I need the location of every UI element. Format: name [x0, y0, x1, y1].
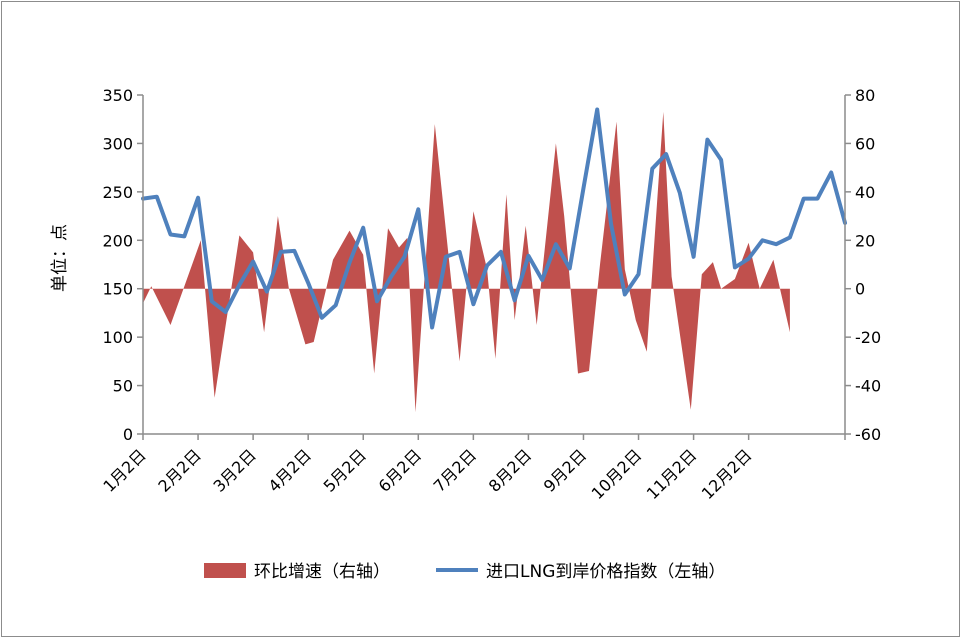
- x-tick-label: 11月2日: [643, 445, 701, 503]
- y-left-tick-label: 300: [102, 134, 133, 153]
- y-right-tick-label: 60: [855, 134, 875, 153]
- line-series-path: [141, 107, 847, 330]
- y-left-tick-label: 350: [102, 86, 133, 105]
- x-tick-label: 5月2日: [320, 445, 370, 495]
- y-right-tick-label: -40: [855, 377, 881, 396]
- y-right-tick-label: -60: [855, 425, 881, 444]
- x-tick-label: 7月2日: [430, 445, 480, 495]
- x-tick-label: 12月2日: [698, 445, 756, 503]
- legend-swatch-area: [204, 563, 246, 578]
- y-right-tick-label: 0: [855, 280, 865, 299]
- y-right-tick-label: -20: [855, 328, 881, 347]
- x-tick-label: 3月2日: [209, 445, 259, 495]
- area-series-layer: [143, 111, 790, 413]
- x-tick-label: 6月2日: [375, 445, 425, 495]
- area-series-fill: [143, 111, 790, 413]
- legend: 环比增速（右轴） 进口LNG到岸价格指数（左轴）: [204, 562, 725, 582]
- x-tick-label: 10月2日: [588, 445, 646, 503]
- x-tick-label: 1月2日: [99, 445, 149, 495]
- y-right-tick-label: 80: [855, 86, 875, 105]
- y-right-tick-label: 40: [855, 183, 875, 202]
- y-left-tick-label: 50: [113, 377, 133, 396]
- legend-label-line: 进口LNG到岸价格指数（左轴）: [486, 562, 725, 582]
- y-left-tick-label: 200: [102, 231, 133, 250]
- y-left-tick-label: 0: [123, 425, 133, 444]
- x-tick-label: 8月2日: [485, 445, 535, 495]
- x-tick-label: 9月2日: [540, 445, 590, 495]
- x-tick-label: 4月2日: [265, 445, 315, 495]
- y-left-tick-label: 150: [102, 280, 133, 299]
- x-tick-label: 2月2日: [154, 445, 204, 495]
- y-axis-left-title: 单位：点: [50, 224, 70, 292]
- y-left-tick-label: 100: [102, 328, 133, 347]
- y-right-tick-label: 20: [855, 231, 875, 250]
- line-series-layer: [141, 107, 847, 330]
- legend-label-area: 环比增速（右轴）: [254, 562, 390, 582]
- y-left-tick-label: 250: [102, 183, 133, 202]
